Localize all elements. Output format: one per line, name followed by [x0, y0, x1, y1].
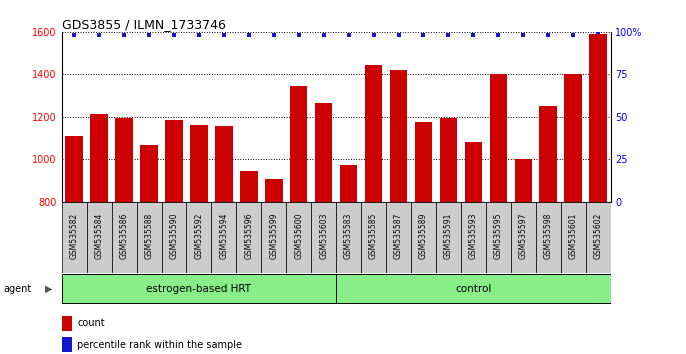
- Bar: [190, 125, 208, 354]
- Bar: [161, 202, 187, 273]
- Bar: [589, 34, 607, 354]
- Point: [343, 33, 354, 38]
- Bar: [536, 202, 560, 273]
- Bar: [187, 202, 211, 273]
- Text: percentile rank within the sample: percentile rank within the sample: [77, 339, 242, 350]
- Text: GSM535603: GSM535603: [319, 212, 328, 259]
- Bar: [464, 142, 482, 354]
- Point: [443, 33, 454, 38]
- Text: GSM535584: GSM535584: [95, 212, 104, 259]
- Bar: [62, 316, 71, 331]
- Bar: [586, 202, 611, 273]
- Bar: [265, 179, 283, 354]
- Point: [567, 33, 578, 38]
- Bar: [290, 86, 307, 354]
- Bar: [91, 114, 108, 354]
- Text: GSM535583: GSM535583: [344, 212, 353, 259]
- Text: GSM535595: GSM535595: [494, 212, 503, 259]
- Text: GSM535602: GSM535602: [593, 212, 602, 259]
- Bar: [336, 202, 361, 273]
- Text: GSM535599: GSM535599: [270, 212, 279, 259]
- Bar: [286, 202, 311, 273]
- Bar: [411, 202, 436, 273]
- Text: GSM535589: GSM535589: [419, 212, 428, 259]
- Text: GSM535585: GSM535585: [369, 212, 378, 259]
- Text: agent: agent: [3, 284, 32, 293]
- Point: [418, 33, 429, 38]
- Bar: [365, 65, 382, 354]
- Bar: [565, 74, 582, 354]
- Text: GSM535590: GSM535590: [169, 212, 178, 259]
- Bar: [436, 202, 461, 273]
- Text: GSM535597: GSM535597: [519, 212, 528, 259]
- Point: [318, 33, 329, 38]
- Bar: [514, 159, 532, 354]
- Point: [493, 33, 504, 38]
- Bar: [490, 74, 507, 354]
- Text: ▶: ▶: [45, 284, 52, 293]
- Bar: [240, 171, 257, 354]
- Text: GSM535582: GSM535582: [70, 212, 79, 259]
- Bar: [165, 120, 182, 354]
- Text: count: count: [77, 318, 105, 329]
- Point: [169, 33, 180, 38]
- Text: GSM535600: GSM535600: [294, 212, 303, 259]
- Point: [468, 33, 479, 38]
- Point: [593, 29, 604, 35]
- Point: [293, 33, 304, 38]
- Bar: [336, 274, 611, 303]
- Point: [393, 33, 404, 38]
- Text: estrogen-based HRT: estrogen-based HRT: [146, 284, 252, 293]
- Point: [244, 33, 255, 38]
- Bar: [112, 202, 137, 273]
- Bar: [440, 118, 457, 354]
- Bar: [461, 202, 486, 273]
- Bar: [65, 136, 83, 354]
- Point: [368, 33, 379, 38]
- Text: GSM535592: GSM535592: [194, 212, 204, 259]
- Text: GSM535598: GSM535598: [544, 212, 553, 259]
- Bar: [62, 202, 86, 273]
- Text: GSM535587: GSM535587: [394, 212, 403, 259]
- Text: GSM535586: GSM535586: [119, 212, 128, 259]
- Bar: [261, 202, 286, 273]
- Bar: [237, 202, 261, 273]
- Bar: [340, 165, 357, 354]
- Point: [268, 33, 279, 38]
- Point: [193, 33, 204, 38]
- Text: GDS3855 / ILMN_1733746: GDS3855 / ILMN_1733746: [62, 18, 226, 31]
- Text: GSM535593: GSM535593: [469, 212, 478, 259]
- Bar: [539, 106, 557, 354]
- Bar: [215, 126, 233, 354]
- Text: GSM535588: GSM535588: [145, 212, 154, 259]
- Point: [143, 33, 154, 38]
- Text: GSM535594: GSM535594: [220, 212, 228, 259]
- Point: [518, 33, 529, 38]
- Point: [543, 33, 554, 38]
- Bar: [361, 202, 386, 273]
- Bar: [115, 118, 133, 354]
- Text: GSM535591: GSM535591: [444, 212, 453, 259]
- Bar: [86, 202, 112, 273]
- Point: [119, 33, 130, 38]
- Text: GSM535601: GSM535601: [569, 212, 578, 259]
- Bar: [211, 202, 237, 273]
- Point: [94, 33, 105, 38]
- Point: [69, 33, 80, 38]
- Bar: [486, 202, 511, 273]
- Bar: [511, 202, 536, 273]
- Bar: [390, 70, 407, 354]
- Bar: [62, 337, 71, 352]
- Bar: [315, 103, 333, 354]
- Bar: [386, 202, 411, 273]
- Bar: [62, 274, 336, 303]
- Bar: [311, 202, 336, 273]
- Bar: [137, 202, 161, 273]
- Bar: [415, 122, 432, 354]
- Bar: [141, 145, 158, 354]
- Bar: [560, 202, 586, 273]
- Text: control: control: [455, 284, 492, 293]
- Point: [218, 33, 229, 38]
- Text: GSM535596: GSM535596: [244, 212, 253, 259]
